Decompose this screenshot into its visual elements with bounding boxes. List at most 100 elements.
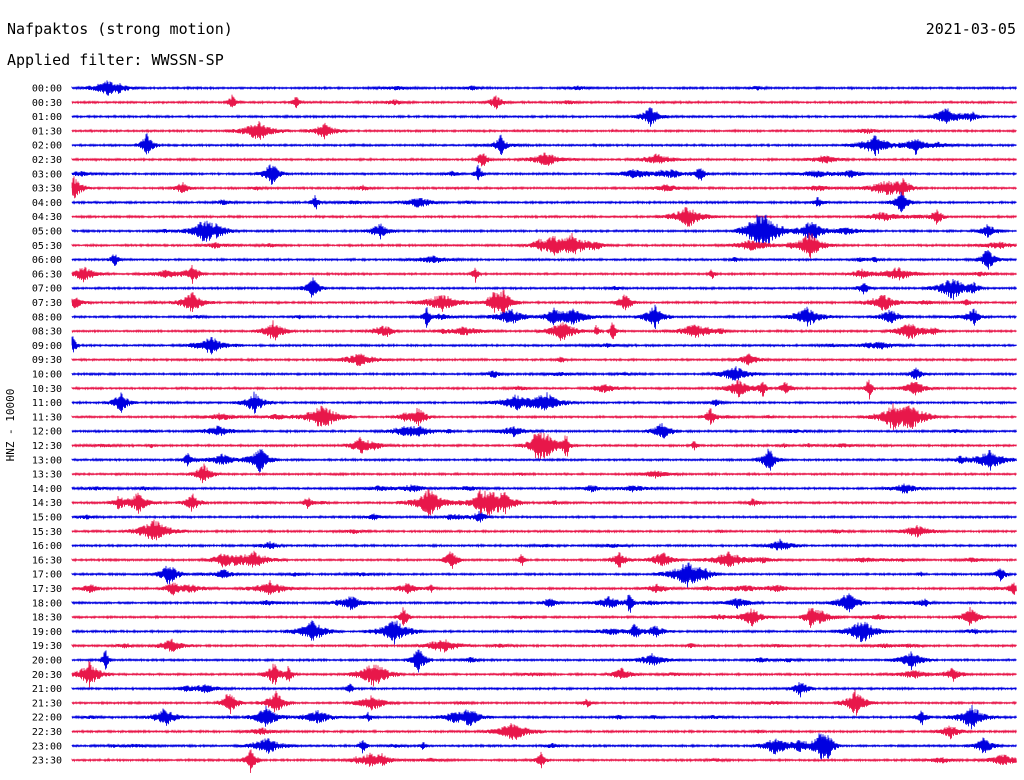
trace-line-0200 xyxy=(71,133,1017,157)
trace-line-2100 xyxy=(71,682,1017,698)
trace-line-0000 xyxy=(71,80,1017,96)
trace-line-0700 xyxy=(71,277,1017,300)
time-tick-label: 01:00 xyxy=(32,112,62,123)
record-date: 2021-03-05 xyxy=(925,20,1016,38)
time-tick-label: 11:30 xyxy=(32,412,62,423)
time-tick-label: 18:00 xyxy=(32,598,62,609)
trace-line-1700 xyxy=(71,562,1017,589)
time-tick-label: 12:00 xyxy=(32,427,62,438)
time-tick-label: 11:00 xyxy=(32,398,62,409)
trace-line-0530 xyxy=(71,232,1017,259)
time-tick-label: 04:30 xyxy=(32,212,62,223)
trace-line-1130 xyxy=(71,403,1017,431)
time-tick-label: 00:00 xyxy=(32,84,62,95)
time-tick-label: 16:30 xyxy=(32,555,62,566)
time-tick-label: 06:00 xyxy=(32,255,62,266)
trace-line-2330 xyxy=(71,749,1017,774)
trace-line-0600 xyxy=(71,249,1017,270)
time-tick-label: 03:00 xyxy=(32,169,62,180)
time-tick-label: 15:00 xyxy=(32,513,62,524)
time-tick-label: 22:00 xyxy=(32,713,62,724)
trace-line-0030 xyxy=(71,94,1017,110)
time-tick-label: 08:00 xyxy=(32,312,62,323)
time-tick-label: 20:00 xyxy=(32,656,62,667)
trace-line-0230 xyxy=(71,152,1017,167)
trace-line-2230 xyxy=(71,723,1017,740)
time-tick-label: 05:30 xyxy=(32,241,62,252)
trace-line-0430 xyxy=(71,206,1017,227)
time-tick-label: 16:00 xyxy=(32,541,62,552)
time-tick-label: 18:30 xyxy=(32,613,62,624)
trace-line-2300 xyxy=(71,733,1017,761)
trace-line-0730 xyxy=(71,289,1017,317)
trace-line-1930 xyxy=(71,638,1017,653)
trace-line-0500 xyxy=(71,214,1017,246)
time-tick-label: 14:00 xyxy=(32,484,62,495)
trace-line-1100 xyxy=(71,391,1017,414)
time-tick-label: 07:00 xyxy=(32,284,62,295)
trace-line-1030 xyxy=(71,379,1017,400)
trace-line-1730 xyxy=(71,580,1017,596)
trace-line-2000 xyxy=(71,649,1017,673)
trace-line-0300 xyxy=(71,164,1017,185)
trace-line-0630 xyxy=(71,264,1017,284)
time-tick-label: 02:30 xyxy=(32,155,62,166)
trace-line-1430 xyxy=(71,488,1017,518)
trace-line-2130 xyxy=(71,689,1017,716)
time-tick-label: 10:30 xyxy=(32,384,62,395)
trace-line-0830 xyxy=(71,320,1017,341)
trace-line-1830 xyxy=(71,606,1017,628)
time-tick-label: 02:00 xyxy=(32,141,62,152)
trace-line-1500 xyxy=(71,510,1017,523)
time-tick-label: 17:00 xyxy=(32,570,62,581)
trace-line-1200 xyxy=(71,423,1017,439)
trace-line-0800 xyxy=(71,304,1017,330)
trace-line-1230 xyxy=(71,432,1017,460)
trace-line-1330 xyxy=(71,463,1017,484)
time-tick-label: 17:30 xyxy=(32,584,62,595)
time-tick-label: 00:30 xyxy=(32,98,62,109)
time-tick-label: 19:00 xyxy=(32,627,62,638)
time-tick-label: 03:30 xyxy=(32,184,62,195)
time-tick-label: 22:30 xyxy=(32,727,62,738)
trace-line-0130 xyxy=(71,121,1017,140)
time-tick-label: 21:00 xyxy=(32,684,62,695)
trace-line-1000 xyxy=(71,366,1017,381)
trace-line-1800 xyxy=(71,593,1017,613)
time-tick-label: 08:30 xyxy=(32,327,62,338)
time-tick-label: 06:30 xyxy=(32,269,62,280)
trace-line-2200 xyxy=(71,704,1017,730)
filter-label: Applied filter: WWSSN-SP xyxy=(7,51,224,69)
time-tick-label: 23:00 xyxy=(32,741,62,752)
time-tick-label: 12:30 xyxy=(32,441,62,452)
trace-line-1400 xyxy=(71,483,1017,494)
trace-line-0900 xyxy=(71,336,1017,355)
trace-line-1900 xyxy=(71,620,1017,645)
time-tick-label: 04:00 xyxy=(32,198,62,209)
time-tick-label: 13:00 xyxy=(32,455,62,466)
trace-line-0100 xyxy=(71,107,1017,127)
time-tick-label: 19:30 xyxy=(32,641,62,652)
time-tick-label: 15:30 xyxy=(32,527,62,538)
trace-line-1600 xyxy=(71,538,1017,551)
trace-line-0330 xyxy=(71,176,1017,199)
time-tick-label: 23:30 xyxy=(32,756,62,767)
station-title: Nafpaktos (strong motion) xyxy=(7,20,233,38)
time-tick-label: 10:00 xyxy=(32,370,62,381)
trace-line-1300 xyxy=(71,448,1017,473)
time-tick-label: 14:30 xyxy=(32,498,62,509)
trace-line-1530 xyxy=(71,519,1017,541)
time-tick-label: 09:00 xyxy=(32,341,62,352)
time-tick-label: 20:30 xyxy=(32,670,62,681)
trace-line-2030 xyxy=(71,660,1017,688)
trace-line-1630 xyxy=(71,550,1017,569)
trace-line-0400 xyxy=(71,191,1017,213)
time-tick-label: 07:30 xyxy=(32,298,62,309)
time-tick-label: 05:00 xyxy=(32,227,62,238)
time-tick-label: 13:30 xyxy=(32,470,62,481)
trace-line-0930 xyxy=(71,353,1017,366)
time-tick-label: 21:30 xyxy=(32,698,62,709)
time-tick-label: 09:30 xyxy=(32,355,62,366)
time-tick-label: 01:30 xyxy=(32,126,62,137)
